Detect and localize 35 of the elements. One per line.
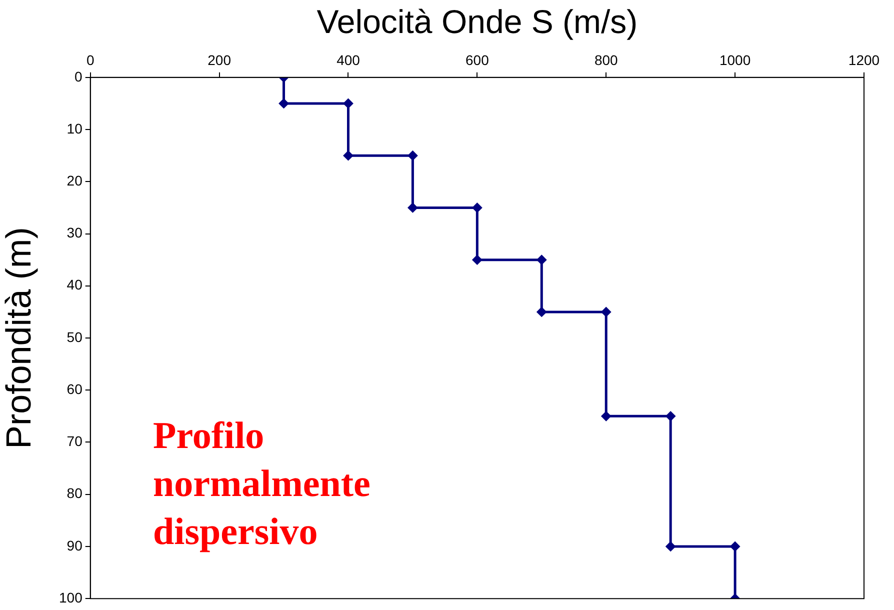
x-tick-label: 400 bbox=[336, 52, 360, 68]
point bbox=[601, 411, 612, 422]
point bbox=[472, 202, 482, 213]
y-tick-label: 100 bbox=[59, 589, 83, 606]
y-tick-label: 10 bbox=[66, 120, 83, 136]
y-tick-label: 20 bbox=[66, 172, 83, 188]
y-axis-title: Profondità (m) bbox=[0, 227, 39, 449]
y-tick-label: 90 bbox=[66, 537, 83, 554]
x-tick-label: 1200 bbox=[848, 52, 880, 68]
x-axis-title: Velocità Onde S (m/s) bbox=[316, 2, 638, 40]
x-tick-label: 600 bbox=[466, 52, 490, 68]
point bbox=[666, 411, 676, 422]
y-tick-label: 50 bbox=[66, 328, 83, 345]
y-tick-label: 30 bbox=[66, 224, 83, 241]
point bbox=[343, 98, 354, 108]
point bbox=[730, 541, 740, 552]
point bbox=[601, 306, 612, 317]
x-tick-label: 800 bbox=[594, 52, 618, 68]
x-tick-label: 0 bbox=[86, 52, 94, 68]
y-tick-label: 40 bbox=[66, 276, 83, 293]
annotation: Profilo normalmente dispersivo bbox=[153, 414, 372, 555]
point bbox=[408, 150, 418, 161]
point bbox=[278, 98, 289, 108]
point bbox=[666, 541, 676, 552]
y-tick-label: 80 bbox=[66, 485, 83, 502]
point bbox=[472, 254, 482, 265]
y-tick-label: 60 bbox=[66, 380, 83, 397]
x-tick-label: 200 bbox=[208, 52, 232, 68]
point bbox=[408, 202, 418, 213]
point bbox=[536, 306, 547, 317]
point bbox=[343, 150, 354, 161]
y-tick-label: 0 bbox=[74, 68, 83, 84]
point bbox=[536, 254, 547, 265]
y-tick-label: 70 bbox=[66, 433, 83, 450]
x-tick-label: 1000 bbox=[719, 52, 751, 68]
